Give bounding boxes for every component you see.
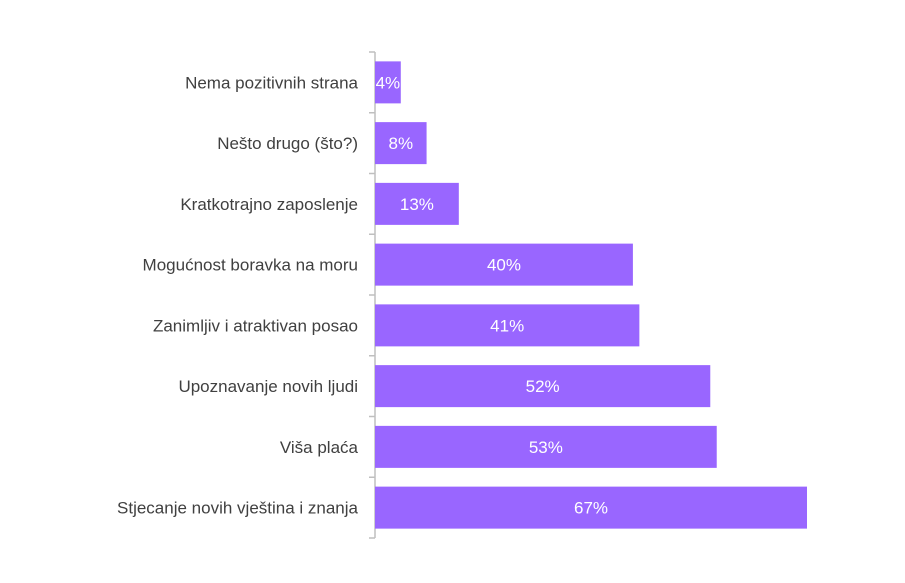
bars — [375, 61, 807, 529]
bar — [375, 182, 459, 225]
value-label: 8% — [389, 134, 414, 153]
category-label: Upoznavanje novih ljudi — [178, 377, 358, 396]
bar — [375, 61, 401, 104]
bar — [375, 122, 427, 165]
value-label: 52% — [526, 377, 560, 396]
category-label: Mogućnost boravka na moru — [143, 256, 358, 275]
value-label: 53% — [529, 438, 563, 457]
axis-ticks — [369, 51, 375, 539]
value-label: 4% — [376, 73, 401, 92]
value-label: 13% — [400, 195, 434, 214]
value-label: 40% — [487, 256, 521, 275]
category-label: Zanimljiv i atraktivan posao — [153, 316, 358, 335]
bar — [375, 304, 640, 347]
category-labels: Nema pozitivnih strana Nešto drugo (što?)… — [117, 73, 359, 517]
bar — [375, 486, 807, 529]
value-label: 67% — [574, 499, 608, 518]
category-label: Nešto drugo (što?) — [217, 134, 358, 153]
bar — [375, 365, 711, 408]
category-label: Viša plaća — [280, 438, 359, 457]
category-label: Nema pozitivnih strana — [185, 73, 358, 92]
bar — [375, 243, 633, 286]
bar — [375, 425, 717, 468]
category-label: Kratkotrajno zaposlenje — [180, 195, 358, 214]
value-labels: 4% 8% 13% 40% 41% 52% 53% 67% — [376, 73, 608, 517]
category-label: Stjecanje novih vještina i znanja — [117, 499, 359, 518]
value-label: 41% — [490, 316, 524, 335]
